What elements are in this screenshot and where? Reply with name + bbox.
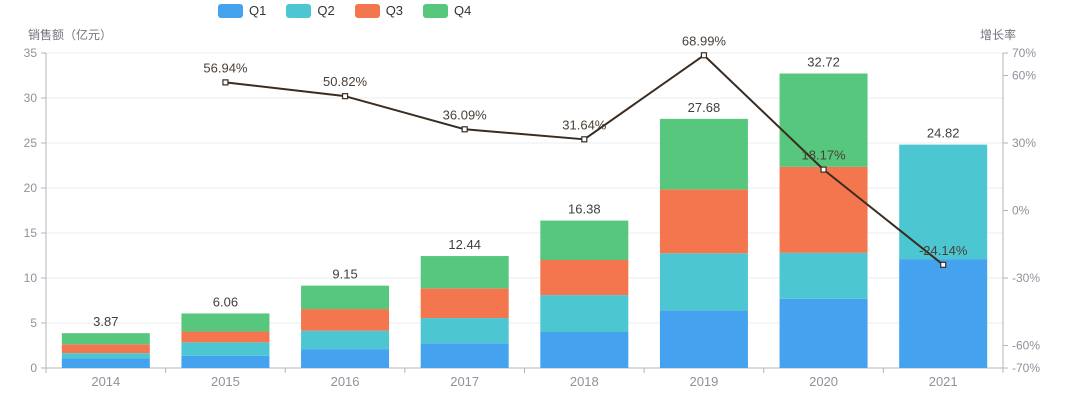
legend-label-q2: Q2 — [317, 3, 335, 18]
legend-swatch-q2 — [286, 3, 312, 18]
growth-rate-label: -24.14% — [919, 243, 968, 258]
legend-item-q4[interactable]: Q4 — [423, 3, 471, 18]
legend-swatch-q1 — [218, 3, 243, 18]
legend-swatch-q3 — [354, 3, 380, 18]
x-axis-category-label: 2021 — [929, 374, 958, 389]
growth-rate-label: 68.99% — [682, 33, 727, 48]
bar-total-label: 24.82 — [927, 126, 960, 141]
bar-segment-q1-2017[interactable] — [420, 343, 509, 368]
left-axis-tick-label: 5 — [30, 316, 37, 330]
bar-segment-q2-2017[interactable] — [420, 318, 509, 344]
bar-segment-q4-2020[interactable] — [779, 73, 868, 167]
bar-total-label: 27.68 — [688, 100, 721, 115]
bar-segment-q3-2019[interactable] — [659, 189, 748, 254]
legend: Q1 Q2 Q3 Q4 — [218, 3, 471, 18]
bar-total-label: 32.72 — [807, 55, 840, 70]
bar-segment-q2-2015[interactable] — [181, 342, 270, 356]
right-axis-tick-label: 60% — [1012, 69, 1036, 83]
bar-segment-q4-2019[interactable] — [659, 118, 748, 190]
legend-item-q3[interactable]: Q3 — [354, 3, 404, 18]
left-axis-tick-label: 10 — [24, 271, 38, 285]
bar-segment-q4-2015[interactable] — [181, 313, 270, 332]
growth-rate-point-2020[interactable] — [820, 166, 827, 173]
legend-label-q1: Q1 — [249, 3, 267, 18]
bar-segment-q3-2016[interactable] — [301, 309, 390, 331]
x-axis-category-label: 2015 — [211, 374, 240, 389]
right-axis-tick-label: 30% — [1012, 136, 1036, 150]
x-axis-category-label: 2020 — [809, 374, 838, 389]
bar-segment-q4-2018[interactable] — [540, 220, 629, 260]
left-axis-tick-label: 15 — [24, 226, 38, 240]
left-axis-tick-label: 0 — [30, 361, 37, 375]
bar-segment-q3-2014[interactable] — [61, 344, 150, 354]
bar-segment-q2-2016[interactable] — [301, 330, 390, 350]
growth-rate-point-2019[interactable] — [700, 52, 708, 59]
x-axis-category-label: 2018 — [570, 374, 599, 389]
growth-rate-label: 36.09% — [443, 107, 488, 122]
right-axis-tick-label: 0% — [1012, 204, 1030, 218]
growth-rate-label: 31.64% — [562, 117, 607, 132]
growth-rate-label: 50.82% — [323, 74, 368, 89]
bar-segment-q4-2014[interactable] — [61, 333, 150, 345]
right-axis-tick-label: -30% — [1012, 271, 1040, 285]
legend-item-q2[interactable]: Q2 — [286, 3, 335, 18]
bar-total-label: 12.44 — [448, 237, 481, 252]
growth-rate-label: 18.17% — [802, 148, 847, 163]
bar-segment-q3-2018[interactable] — [540, 260, 629, 296]
bar-total-label: 3.87 — [93, 314, 118, 329]
bar-segment-q1-2020[interactable] — [779, 298, 868, 368]
left-axis-tick-label: 25 — [24, 136, 38, 150]
bar-segment-q3-2017[interactable] — [420, 288, 509, 319]
bar-total-label: 16.38 — [568, 202, 601, 217]
x-axis-category-label: 2019 — [689, 374, 718, 389]
bar-total-label: 6.06 — [213, 294, 238, 309]
bar-segment-q1-2021[interactable] — [899, 259, 988, 368]
bar-segment-q3-2015[interactable] — [181, 331, 270, 343]
growth-rate-point-2016[interactable] — [341, 93, 349, 100]
bar-total-label: 9.15 — [332, 267, 357, 282]
x-axis-category-label: 2014 — [91, 374, 120, 389]
bar-segment-q4-2016[interactable] — [301, 285, 390, 310]
legend-label-q4: Q4 — [454, 3, 472, 18]
growth-rate-point-2021[interactable] — [940, 261, 947, 268]
bar-segment-q1-2016[interactable] — [301, 349, 390, 368]
legend-label-q3: Q3 — [385, 3, 404, 18]
left-axis-title: 销售额（亿元） — [28, 28, 113, 42]
bar-segment-q2-2014[interactable] — [61, 353, 150, 359]
growth-rate-point-2018[interactable] — [581, 136, 588, 143]
bar-segment-q2-2021[interactable] — [899, 144, 988, 260]
growth-rate-point-2017[interactable] — [461, 126, 468, 133]
growth-rate-label: 56.94% — [203, 60, 248, 75]
x-axis-category-label: 2017 — [450, 374, 479, 389]
left-axis-tick-label: 20 — [24, 181, 38, 195]
right-axis-title: 增长率 — [980, 28, 1017, 42]
bar-segment-q1-2014[interactable] — [61, 358, 150, 368]
right-axis-tick-label: 70% — [1012, 46, 1036, 60]
bar-segment-q2-2019[interactable] — [659, 253, 748, 311]
legend-item-q1[interactable]: Q1 — [218, 3, 266, 18]
left-axis-tick-label: 35 — [24, 46, 38, 60]
x-axis-category-label: 2016 — [331, 374, 360, 389]
bar-segment-q1-2018[interactable] — [540, 332, 629, 368]
right-axis-tick-label: -60% — [1012, 339, 1040, 353]
bar-segment-q2-2018[interactable] — [540, 295, 629, 332]
bar-segment-q1-2019[interactable] — [659, 310, 748, 368]
bar-segment-q4-2017[interactable] — [420, 256, 509, 289]
growth-rate-point-2015[interactable] — [222, 79, 229, 86]
left-axis-tick-label: 30 — [24, 91, 38, 105]
bar-segment-q3-2020[interactable] — [779, 166, 868, 253]
bar-segment-q1-2015[interactable] — [181, 355, 270, 368]
bar-segment-q2-2020[interactable] — [779, 252, 868, 299]
legend-swatch-q4 — [423, 3, 449, 18]
right-axis-tick-label: -70% — [1012, 361, 1040, 375]
